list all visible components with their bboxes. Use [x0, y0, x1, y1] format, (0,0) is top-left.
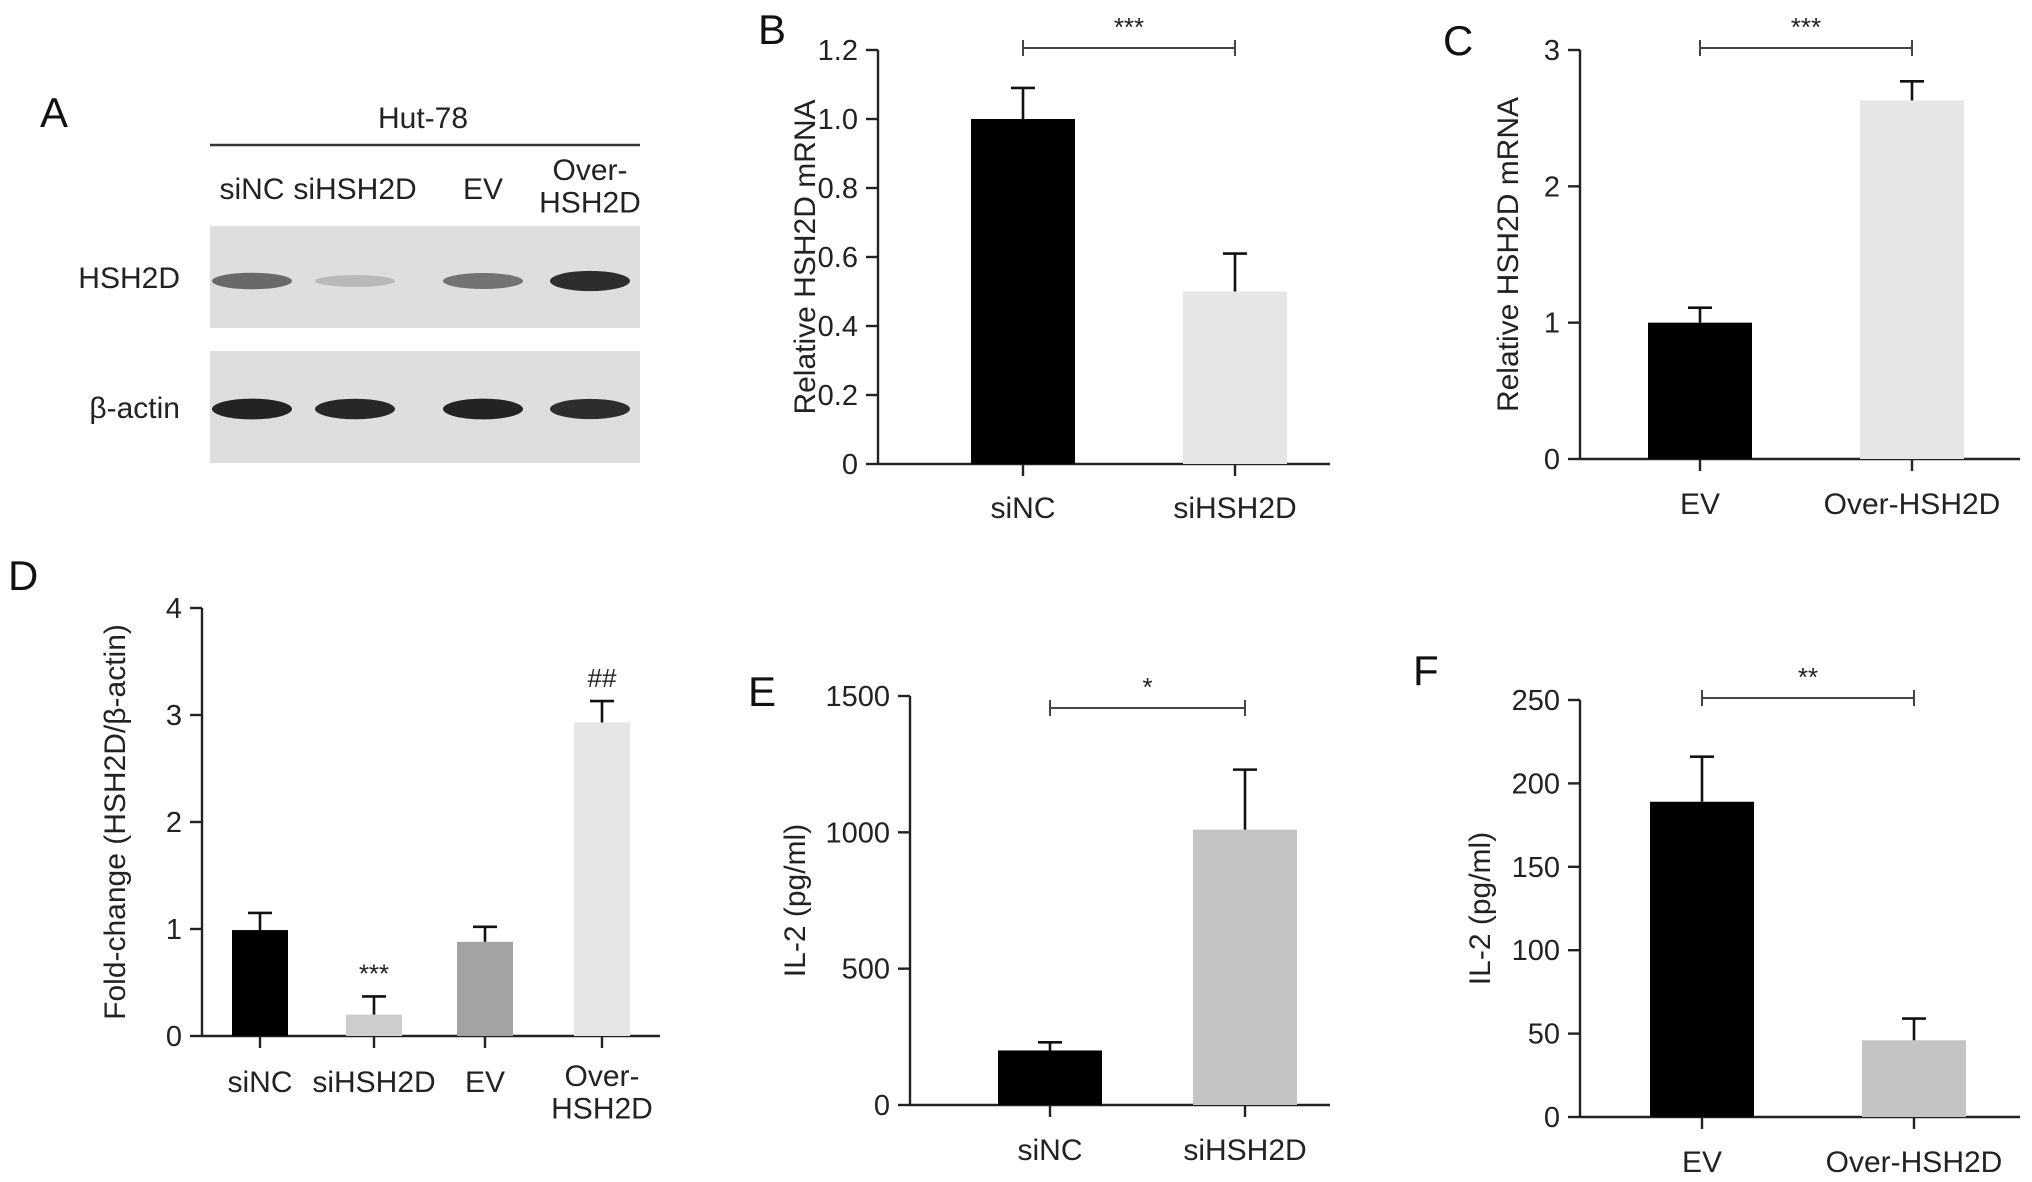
- y-axis-label: IL-2 (pg/ml): [1464, 832, 1497, 985]
- y-axis-label: Relative HSH2D mRNA: [1492, 97, 1525, 412]
- bar: [971, 119, 1075, 464]
- y-tick-label: 0.8: [818, 173, 858, 205]
- bar: [457, 941, 513, 1036]
- lane-label: Over-HSH2D: [539, 154, 641, 219]
- y-tick-label: 1000: [825, 817, 890, 849]
- lane-label: EV: [463, 173, 503, 206]
- bar: [1183, 291, 1287, 464]
- blot-band: [443, 273, 523, 289]
- y-tick-label: 150: [1512, 852, 1560, 884]
- bar: [346, 1014, 402, 1036]
- panel-letter-e: E: [748, 668, 776, 715]
- y-tick-label: 1: [1544, 308, 1560, 340]
- x-tick-label: EV: [465, 1066, 505, 1099]
- blot-band: [443, 398, 523, 420]
- y-tick-label: 2: [166, 807, 182, 839]
- y-tick-label: 100: [1512, 935, 1560, 967]
- x-tick-label: siNC: [991, 492, 1056, 525]
- significance-bracket: [1022, 40, 1236, 56]
- x-tick-label: Over-HSH2D: [1826, 1146, 2003, 1179]
- y-axis-label: Relative HSH2D mRNA: [789, 99, 822, 414]
- panel-letter-b: B: [758, 6, 786, 53]
- significance-label: *: [1142, 672, 1152, 702]
- x-tick-label: siHSH2D: [312, 1066, 435, 1099]
- bar: [998, 1050, 1102, 1105]
- panel-letter-d: D: [8, 552, 38, 599]
- x-tick-label: Over-HSH2D: [1824, 488, 2001, 521]
- y-tick-label: 0: [874, 1090, 890, 1122]
- y-tick-label: 500: [842, 954, 890, 986]
- blot-band: [212, 272, 292, 290]
- significance-label: ***: [1791, 12, 1821, 42]
- significance-bracket: [1699, 40, 1913, 56]
- y-axis-label: Fold-change (HSH2D/β-actin): [99, 624, 132, 1020]
- blot-band: [315, 275, 395, 287]
- blot-band: [550, 270, 630, 292]
- y-tick-label: 0: [842, 449, 858, 481]
- bar: [232, 930, 288, 1036]
- y-tick-label: 3: [1544, 35, 1560, 67]
- blot-band: [550, 398, 630, 420]
- panel-a-western-blot: A Hut-78 siNC siHSH2D EV Over-HSH2D HSH2D β-act…: [40, 89, 641, 463]
- panel-e-chart: E 0 500 1000 1500 IL-2 (pg/ml) siNC siHSH2D *: [748, 668, 1330, 1167]
- y-tick-label: 1500: [825, 681, 890, 713]
- lane-label: siNC: [220, 173, 285, 206]
- y-tick-label: 0.6: [818, 242, 858, 274]
- y-tick-label: 0: [1544, 1102, 1560, 1134]
- x-tick-label: Over-HSH2D: [551, 1060, 653, 1125]
- y-tick-label: 250: [1512, 685, 1560, 717]
- significance-bracket: [1701, 690, 1915, 706]
- y-tick-label: 0.2: [818, 380, 858, 412]
- panel-c-chart: C 0 1 2 3 Relative HSH2D mRNA EV Over-HSH2D ***: [1443, 12, 2020, 521]
- y-axis-label: IL-2 (pg/ml): [779, 824, 812, 977]
- panel-f-chart: F 0 50 100 150 200 250 IL-2 (pg/ml) EV Over-HSH2D…: [1413, 647, 2020, 1179]
- x-tick-label: siNC: [228, 1066, 293, 1099]
- bar-significance-mark: ***: [359, 958, 389, 988]
- bar: [1862, 1040, 1966, 1117]
- y-tick-label: 3: [166, 700, 182, 732]
- x-tick-label: siHSH2D: [1183, 1134, 1306, 1167]
- x-tick-label: siNC: [1018, 1134, 1083, 1167]
- blot-row-label: β-actin: [89, 392, 180, 425]
- y-tick-label: 4: [166, 593, 182, 625]
- panel-letter-c: C: [1443, 17, 1473, 64]
- panel-letter-f: F: [1413, 647, 1439, 694]
- blot-row-label: HSH2D: [78, 262, 180, 295]
- y-tick-label: 2: [1544, 171, 1560, 203]
- bar: [574, 722, 630, 1036]
- y-tick-label: 0.4: [818, 311, 858, 343]
- significance-label: ***: [1114, 12, 1144, 42]
- x-tick-label: siHSH2D: [1173, 492, 1296, 525]
- blot-band: [212, 398, 292, 420]
- x-tick-label: EV: [1680, 488, 1720, 521]
- y-tick-label: 200: [1512, 768, 1560, 800]
- cell-line-label: Hut-78: [378, 102, 468, 135]
- y-tick-label: 1.0: [818, 104, 858, 136]
- x-tick-label: EV: [1682, 1146, 1722, 1179]
- bar-significance-mark: ##: [588, 663, 617, 693]
- y-tick-label: 0: [1544, 444, 1560, 476]
- y-tick-label: 0: [166, 1021, 182, 1053]
- y-tick-label: 1.2: [818, 35, 858, 67]
- y-tick-label: 50: [1528, 1019, 1560, 1051]
- bar: [1193, 829, 1297, 1105]
- panel-d-chart: D 0 1 2 3 4 Fold-change (HSH2D/β-actin) siNC siH…: [8, 552, 660, 1125]
- blot-band: [315, 398, 395, 420]
- panel-b-chart: B 0 0.2 0.4 0.6 0.8 1.0 1.2 Relative HSH2D mRNA s…: [758, 6, 1330, 525]
- bar: [1860, 100, 1964, 460]
- y-tick-label: 1: [166, 914, 182, 946]
- panel-letter-a: A: [40, 89, 68, 136]
- lane-label: siHSH2D: [293, 173, 416, 206]
- significance-label: **: [1798, 662, 1818, 692]
- significance-bracket: [1049, 700, 1246, 716]
- bar: [1650, 801, 1754, 1117]
- bar: [1648, 322, 1752, 459]
